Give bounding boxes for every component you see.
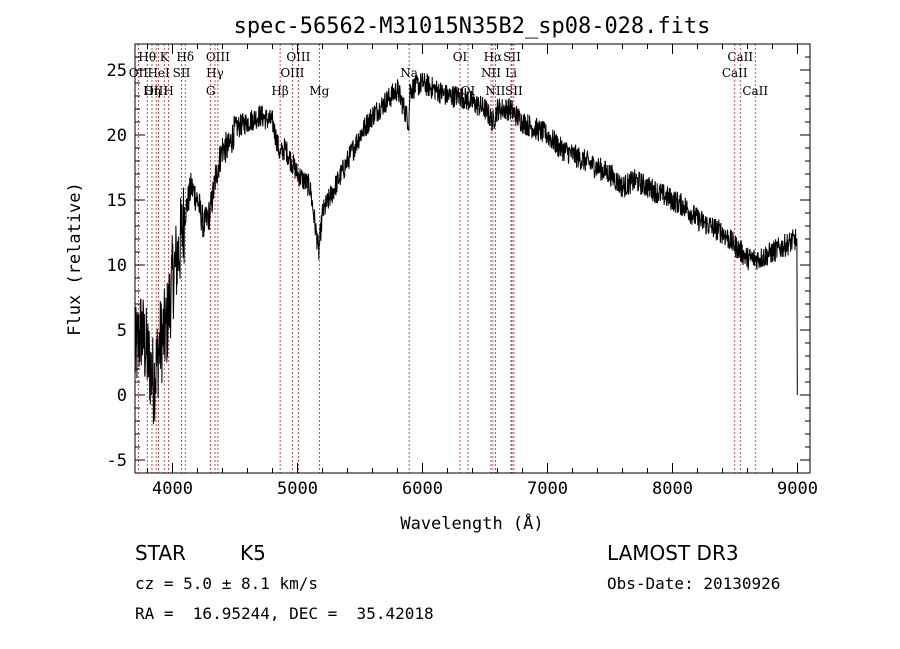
object-subclass: K5 (240, 541, 266, 565)
plot-frame (134, 43, 811, 474)
y-axis-label: Flux (relative) (65, 182, 85, 336)
line-label: CaII (727, 50, 753, 64)
line-label: OIII (280, 66, 304, 80)
axis-ticks: 4000 5000 6000 7000 8000 9000 -5 0 5 10 15 20 25 (107, 43, 818, 499)
x-axis-label: Wavelength (Å) (400, 512, 543, 534)
line-label: HeI (147, 66, 170, 80)
chart-title: spec-56562-M31015N35B2_sp08-028.fits (234, 14, 711, 39)
line-label: Hθ (138, 50, 156, 64)
line-label: Hδ (176, 50, 194, 64)
line-label: SII (503, 50, 521, 64)
line-label: OIII (286, 50, 310, 64)
x-tick-label: 5000 (277, 479, 318, 499)
object-class: STAR (135, 541, 186, 565)
x-tick-label: 8000 (652, 479, 693, 499)
x-tick-label: 6000 (402, 479, 443, 499)
line-label: OIII (144, 84, 168, 98)
line-label: NII (481, 66, 501, 80)
y-tick-label: 20 (107, 126, 127, 146)
line-label: CaII (742, 84, 768, 98)
line-label: Na (400, 66, 418, 80)
line-label: CaII (722, 66, 748, 80)
y-tick-label: -5 (107, 451, 127, 471)
y-tick-label: 0 (117, 386, 127, 406)
spectrum-line (134, 72, 798, 425)
line-label: SII (173, 66, 191, 80)
line-label: OIII (206, 50, 230, 64)
line-label: H (163, 84, 173, 98)
y-tick-label: 15 (107, 191, 127, 211)
x-tick-label: 7000 (527, 479, 568, 499)
line-label: OI (453, 50, 468, 64)
coordinates: RA = 16.95244, DEC = 35.42018 (135, 604, 434, 623)
line-label: OII (129, 66, 149, 80)
line-label: Hη (143, 84, 161, 98)
line-label: G (206, 84, 216, 98)
line-label: Li (505, 66, 517, 80)
y-tick-label: 25 (107, 61, 127, 81)
redshift-cz: cz = 5.0 ± 8.1 km/s (135, 574, 319, 593)
spectrum-plot: spec-56562-M31015N35B2_sp08-028.fits Hθ O… (65, 14, 818, 534)
x-tick-label: 9000 (777, 479, 818, 499)
x-tick-label: 4000 (152, 479, 193, 499)
line-label: Hγ (206, 66, 224, 80)
survey-name: LAMOST DR3 (607, 541, 739, 565)
y-tick-label: 5 (117, 321, 127, 341)
line-label: SII (505, 84, 523, 98)
line-label: Hα (484, 50, 503, 64)
line-label: K (160, 50, 170, 64)
line-label: Hβ (271, 84, 288, 98)
line-label: Mg (309, 84, 329, 98)
line-label: NII (485, 84, 505, 98)
observation-date: Obs-Date: 20130926 (607, 574, 781, 593)
y-tick-label: 10 (107, 256, 127, 276)
